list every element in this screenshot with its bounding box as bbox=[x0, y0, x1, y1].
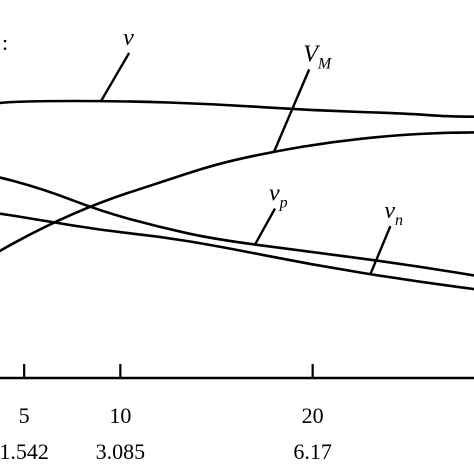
series-leader-3 bbox=[369, 225, 392, 275]
x-axis-ticks bbox=[23, 364, 314, 378]
x-tick-label-2: 10 bbox=[109, 403, 131, 428]
series-label-name-2: v bbox=[269, 181, 280, 207]
series-label-sub-3: n bbox=[395, 212, 403, 229]
series-lines bbox=[0, 99, 474, 291]
series-leader-1 bbox=[273, 68, 311, 152]
x-tick-sublabel-2: 3.085 bbox=[96, 439, 146, 464]
series-label-2: vp bbox=[269, 181, 288, 212]
series-leader-2 bbox=[253, 208, 277, 246]
series-label-0: v bbox=[123, 25, 134, 51]
series-line-1 bbox=[0, 131, 474, 253]
series-line-2 bbox=[0, 176, 474, 277]
x-tick-label-3: 20 bbox=[302, 403, 324, 428]
series-label-name-3: v bbox=[384, 198, 395, 224]
series-label-name-1: V bbox=[303, 41, 320, 67]
series-label-sub-1: M bbox=[317, 55, 333, 72]
series-leader-0 bbox=[100, 52, 131, 102]
y-axis-label-fragment: : bbox=[2, 30, 8, 55]
x-tick-sublabel-1: 1.542 bbox=[0, 439, 49, 464]
series-line-0 bbox=[0, 99, 474, 118]
x-tick-label-1: 5 bbox=[19, 403, 30, 428]
series-label-3: vn bbox=[384, 198, 403, 229]
series-label-name-0: v bbox=[123, 25, 134, 51]
series-label-1: VM bbox=[303, 41, 333, 72]
series-label-leaders bbox=[100, 52, 392, 275]
series-line-3 bbox=[0, 212, 474, 291]
x-tick-sublabel-3: 6.17 bbox=[293, 439, 332, 464]
series-label-sub-2: p bbox=[279, 195, 288, 212]
